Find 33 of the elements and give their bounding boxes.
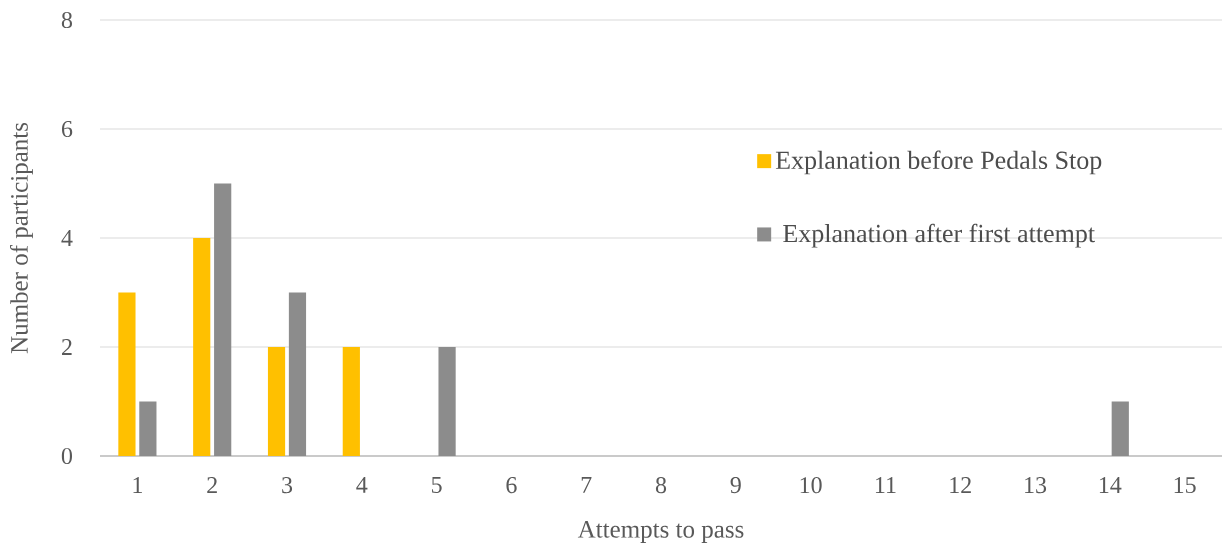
- y-tick-label: 0: [61, 448, 73, 465]
- x-tick-label: 8: [655, 477, 667, 494]
- y-tick-label: 8: [61, 12, 73, 29]
- bar: [139, 401, 157, 457]
- x-tick-label: 1: [133, 477, 142, 494]
- x-tick-label: 11: [875, 477, 896, 494]
- bar: [438, 347, 456, 457]
- x-tick-label: 13: [1025, 477, 1047, 494]
- y-tick-label: 4: [61, 230, 73, 247]
- y-tick-label: 2: [62, 339, 72, 356]
- y-tick-label: 6: [61, 121, 73, 138]
- legend-label: Explanation after first attempt: [783, 223, 1095, 248]
- bar: [1111, 401, 1129, 457]
- bar: [214, 183, 232, 457]
- x-tick-label: 15: [1174, 477, 1196, 494]
- x-tick-label: 3: [282, 477, 293, 494]
- x-tick-label: 10: [800, 477, 822, 494]
- bar: [118, 292, 136, 457]
- legend-label: Explanation before Pedals Stop: [775, 150, 1102, 175]
- x-tick-label: 12: [950, 477, 971, 494]
- bar: [267, 347, 286, 457]
- bar: [342, 347, 360, 457]
- x-tick-label: 6: [506, 477, 517, 494]
- x-axis-title: Attempts to pass: [577, 521, 744, 544]
- x-tick-label: 14: [1099, 477, 1122, 494]
- x-tick-label: 2: [207, 477, 217, 494]
- y-axis-title: Number of participants: [10, 123, 33, 354]
- x-tick-label: 7: [581, 477, 592, 493]
- x-tick-label: 5: [431, 477, 442, 494]
- bar: [193, 238, 211, 457]
- bar: [288, 292, 307, 457]
- x-tick-label: 9: [730, 477, 741, 494]
- x-tick-label: 4: [356, 477, 368, 494]
